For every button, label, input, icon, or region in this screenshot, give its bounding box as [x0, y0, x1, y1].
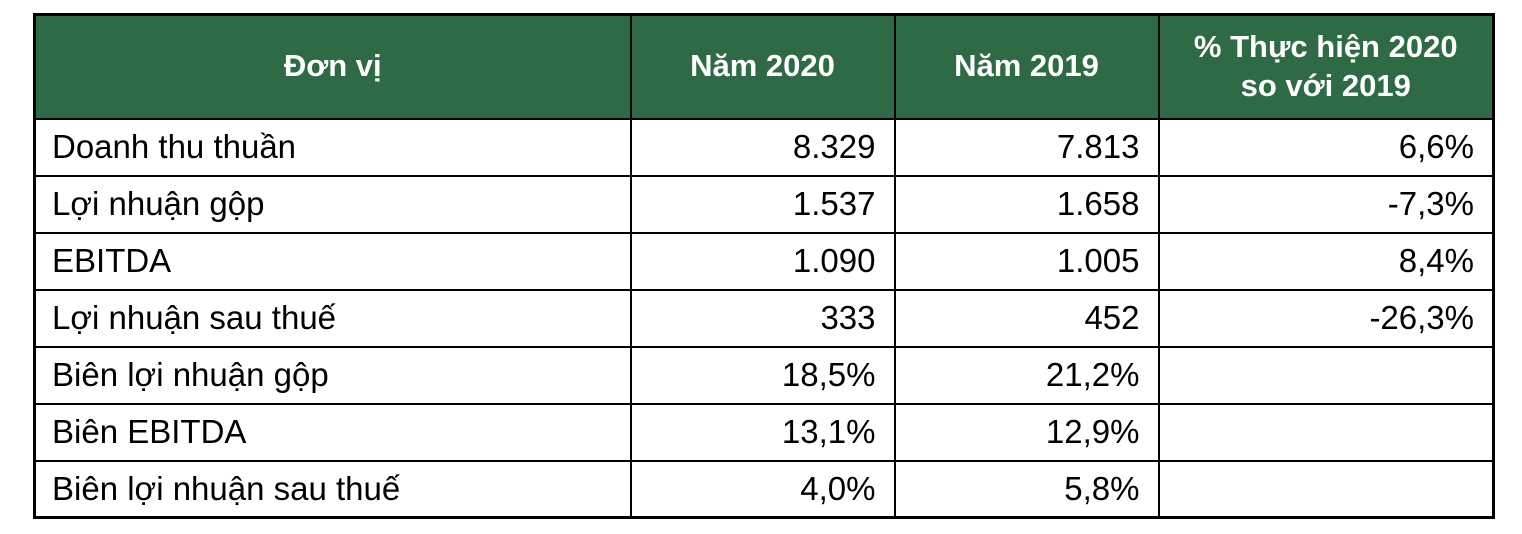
row-label: EBITDA [33, 231, 632, 291]
row-label: Lợi nhuận sau thuế [33, 288, 632, 348]
value-pct-change [1157, 345, 1495, 405]
col-header-unit: Đơn vị [33, 13, 632, 120]
value-2020: 1.090 [629, 231, 896, 291]
table-header: Đơn vị Năm 2020 Năm 2019 % Thực hiện 202… [33, 13, 1495, 120]
table-row: Lợi nhuận sau thuế 333 452 -26,3% [33, 288, 1495, 348]
col-header-pct-line2: so với 2019 [1240, 67, 1411, 103]
col-header-year-2019: Năm 2019 [893, 13, 1160, 120]
value-2019: 452 [893, 288, 1160, 348]
col-header-year-2020: Năm 2020 [629, 13, 896, 120]
value-2019: 7.813 [893, 117, 1160, 177]
value-pct-change: -26,3% [1157, 288, 1495, 348]
value-2020: 1.537 [629, 174, 896, 234]
row-label: Biên lợi nhuận sau thuế [33, 459, 632, 519]
row-label: Biên EBITDA [33, 402, 632, 462]
value-2020: 18,5% [629, 345, 896, 405]
value-2019: 12,9% [893, 402, 1160, 462]
col-header-pct-line1: % Thực hiện 2020 [1193, 29, 1458, 64]
financial-results-table: Đơn vị Năm 2020 Năm 2019 % Thực hiện 202… [33, 13, 1495, 519]
table-row: Doanh thu thuần 8.329 7.813 6,6% [33, 117, 1495, 177]
table-row: Biên lợi nhuận sau thuế 4,0% 5,8% [33, 459, 1495, 519]
value-2019: 21,2% [893, 345, 1160, 405]
value-2020: 13,1% [629, 402, 896, 462]
table-row: Biên lợi nhuận gộp 18,5% 21,2% [33, 345, 1495, 405]
value-2020: 8.329 [629, 117, 896, 177]
row-label: Biên lợi nhuận gộp [33, 345, 632, 405]
col-header-pct-change: % Thực hiện 2020 so với 2019 [1157, 13, 1495, 120]
header-row: Đơn vị Năm 2020 Năm 2019 % Thực hiện 202… [33, 13, 1495, 120]
financial-results-table-container: Đơn vị Năm 2020 Năm 2019 % Thực hiện 202… [33, 13, 1495, 519]
value-pct-change: 6,6% [1157, 117, 1495, 177]
table-row: EBITDA 1.090 1.005 8,4% [33, 231, 1495, 291]
value-pct-change [1157, 402, 1495, 462]
value-2020: 333 [629, 288, 896, 348]
value-2019: 1.658 [893, 174, 1160, 234]
row-label: Doanh thu thuần [33, 117, 632, 177]
value-pct-change [1157, 459, 1495, 519]
value-pct-change: -7,3% [1157, 174, 1495, 234]
value-2019: 1.005 [893, 231, 1160, 291]
row-label: Lợi nhuận gộp [33, 174, 632, 234]
value-2020: 4,0% [629, 459, 896, 519]
value-2019: 5,8% [893, 459, 1160, 519]
table-row: Biên EBITDA 13,1% 12,9% [33, 402, 1495, 462]
table-body: Doanh thu thuần 8.329 7.813 6,6% Lợi nhu… [33, 117, 1495, 519]
value-pct-change: 8,4% [1157, 231, 1495, 291]
table-row: Lợi nhuận gộp 1.537 1.658 -7,3% [33, 174, 1495, 234]
